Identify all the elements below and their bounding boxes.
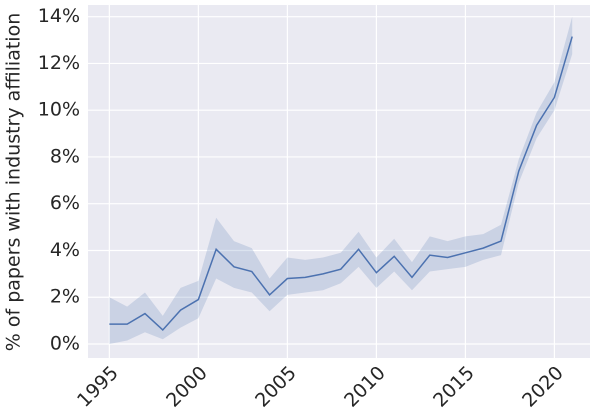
data-line: [109, 36, 573, 332]
y-tick-label: 2%: [50, 286, 80, 308]
y-tick-label: 10%: [38, 99, 80, 121]
x-tick-label: 2010: [340, 362, 390, 412]
y-tick-label: 6%: [50, 192, 80, 214]
y-tick-label: 4%: [50, 239, 80, 261]
y-axis-label: % of papers with industry affiliation: [3, 13, 25, 351]
x-tick-label: 2020: [518, 362, 568, 412]
y-tick-label: 0%: [50, 332, 80, 354]
x-tick-label: 2015: [429, 362, 479, 412]
confidence-band: [109, 16, 573, 344]
x-tick-label: 2000: [162, 362, 212, 412]
x-tick-label: 1995: [73, 362, 123, 412]
y-tick-label: 12%: [38, 52, 80, 74]
y-tick-label: 8%: [50, 145, 80, 167]
y-tick-label: 14%: [38, 5, 80, 27]
x-tick-label: 2005: [251, 362, 301, 412]
